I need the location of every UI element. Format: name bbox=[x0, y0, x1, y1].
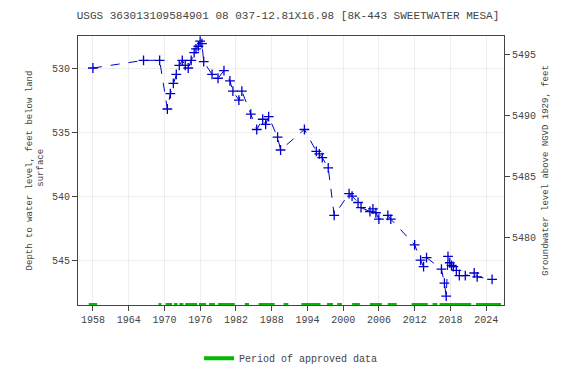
svg-text:5480: 5480 bbox=[512, 233, 536, 244]
svg-text:USGS 363013109584901 08 037-12: USGS 363013109584901 08 037-12.81X16.98 … bbox=[77, 10, 499, 22]
svg-text:1982: 1982 bbox=[224, 315, 248, 326]
svg-text:1976: 1976 bbox=[188, 315, 212, 326]
svg-text:530: 530 bbox=[52, 64, 70, 75]
svg-text:1994: 1994 bbox=[295, 315, 319, 326]
svg-text:2000: 2000 bbox=[331, 315, 355, 326]
svg-text:2018: 2018 bbox=[438, 315, 462, 326]
svg-text:1970: 1970 bbox=[152, 315, 176, 326]
svg-text:2012: 2012 bbox=[403, 315, 427, 326]
svg-text:5490: 5490 bbox=[512, 111, 536, 122]
svg-text:545: 545 bbox=[52, 256, 70, 267]
svg-text:2006: 2006 bbox=[367, 315, 391, 326]
svg-text:Period of approved data: Period of approved data bbox=[239, 354, 377, 365]
svg-text:Depth to water level, feet bel: Depth to water level, feet below land su… bbox=[25, 71, 47, 271]
svg-text:2024: 2024 bbox=[474, 315, 498, 326]
svg-text:Groundwater level above NGVD 1: Groundwater level above NGVD 1929, feet bbox=[541, 65, 551, 276]
svg-text:1958: 1958 bbox=[81, 315, 105, 326]
svg-text:535: 535 bbox=[52, 128, 70, 139]
svg-text:540: 540 bbox=[52, 192, 70, 203]
svg-text:5495: 5495 bbox=[512, 50, 536, 61]
svg-text:1964: 1964 bbox=[117, 315, 141, 326]
svg-text:5485: 5485 bbox=[512, 172, 536, 183]
svg-text:1988: 1988 bbox=[260, 315, 284, 326]
